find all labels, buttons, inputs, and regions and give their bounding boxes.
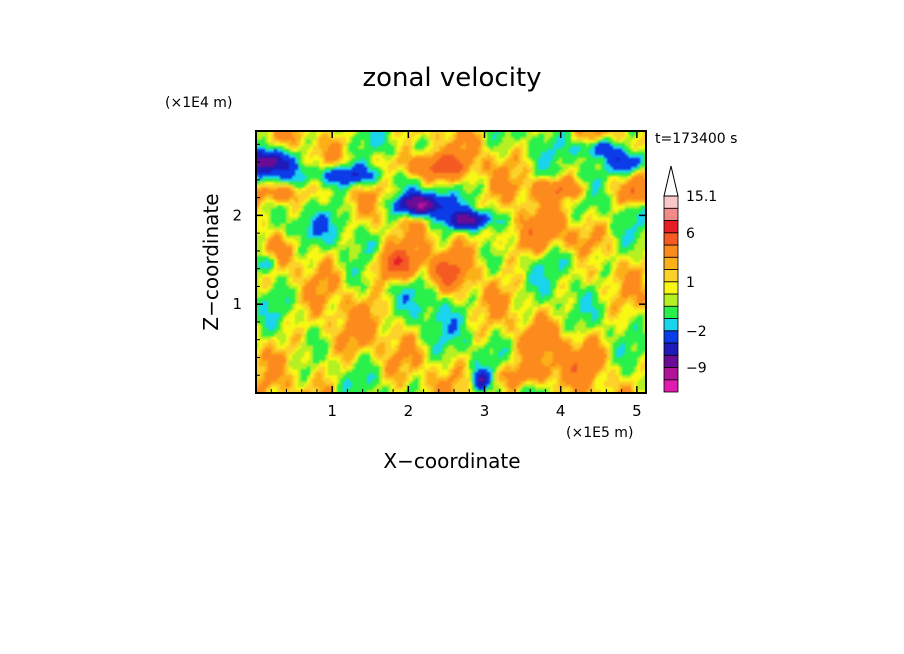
colorbar-label: 6 [686, 226, 695, 242]
x-tick-label: 5 [632, 402, 642, 420]
y-tick-label: 1 [232, 295, 242, 313]
y-axis: 12 [232, 143, 646, 376]
colorbar-swatch [663, 207, 679, 221]
x-tick-label: 4 [556, 402, 566, 420]
colorbar-swatch [663, 330, 679, 344]
y-tick-label: 2 [232, 206, 242, 224]
colorbar-extend-arrow [663, 165, 679, 197]
colorbar-swatch [663, 195, 679, 209]
x-unit-label: (×1E5 m) [566, 425, 633, 441]
colorbar-swatch [663, 367, 679, 381]
colorbar-swatch [663, 244, 679, 258]
colorbar-swatch [663, 305, 679, 319]
time-label: t=173400 s [655, 131, 737, 147]
x-axis-label: X−coordinate [383, 449, 520, 473]
x-axis: 1 2 3 4 5 [270, 131, 642, 420]
colorbar-swatch [663, 281, 679, 295]
colorbar-swatch [663, 379, 679, 393]
colorbar-label: 15.1 [686, 189, 717, 205]
colorbar-swatch [663, 318, 679, 332]
x-tick-label: 1 [327, 402, 337, 420]
y-axis-label: Z−coordinate [199, 193, 223, 330]
x-tick-label: 2 [404, 402, 414, 420]
colorbar-label: −9 [686, 361, 707, 377]
colorbar-swatch [663, 269, 679, 283]
colorbar-label: 1 [686, 275, 695, 291]
colorbar-swatch [663, 232, 679, 246]
colorbar-swatch [663, 342, 679, 356]
colorbar: 15.1 6 1 −2 −9 [663, 165, 717, 393]
plot-area [255, 130, 647, 394]
colorbar-label: −2 [686, 324, 707, 340]
x-tick-label: 3 [480, 402, 490, 420]
chart-title: zonal velocity [362, 63, 541, 93]
colorbar-swatch [663, 256, 679, 270]
colorbar-swatch [663, 354, 679, 368]
colorbar-swatch [663, 220, 679, 234]
y-unit-label: (×1E4 m) [165, 95, 232, 111]
plot-frame [255, 130, 647, 394]
colorbar-swatch [663, 293, 679, 307]
velocity-field [256, 131, 646, 393]
